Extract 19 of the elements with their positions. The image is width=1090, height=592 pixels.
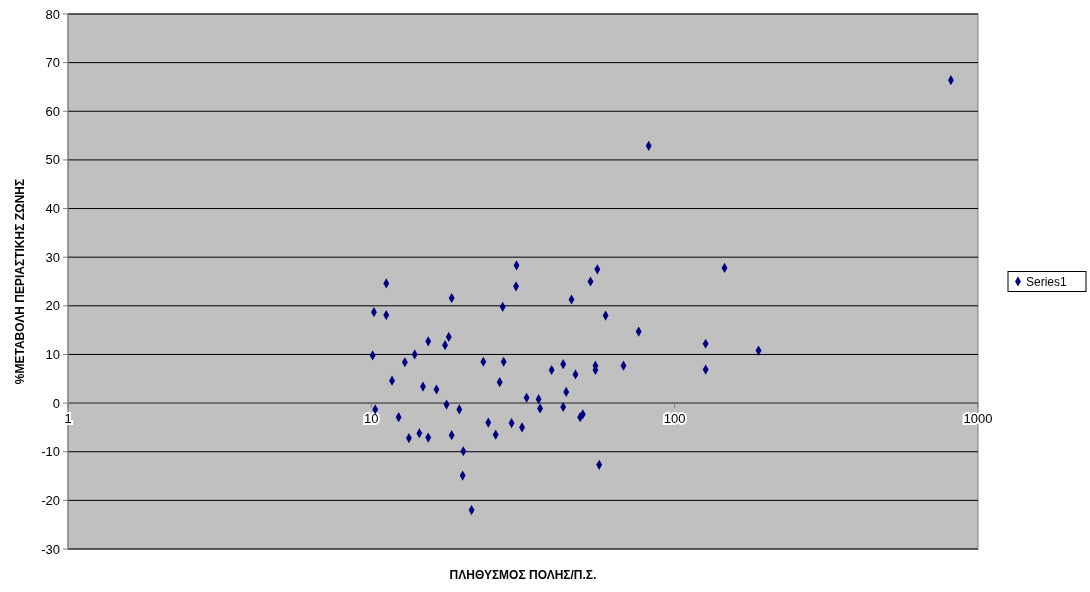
y-tick-label: -30 <box>41 541 60 557</box>
x-tick-label: 10 <box>364 411 379 427</box>
y-tick-label: 40 <box>45 201 60 217</box>
x-tick-label: 1000 <box>963 411 993 427</box>
legend-label: Series1 <box>1026 274 1068 289</box>
y-tick-label: 70 <box>45 55 60 71</box>
y-tick-label: 30 <box>45 249 60 265</box>
x-axis-title: ΠΛΗΘΥΣΜΟΣ ΠΟΛΗΣ/Π.Σ. <box>449 568 597 582</box>
y-tick-label: -20 <box>41 492 60 508</box>
y-tick-label: 0 <box>52 395 60 411</box>
y-tick-label: 10 <box>45 347 60 362</box>
x-tick-label: 1 <box>64 411 72 427</box>
y-tick-label: 80 <box>45 6 60 22</box>
y-tick-label: -10 <box>41 444 60 460</box>
y-tick-label: 20 <box>45 298 60 314</box>
y-tick-label: 60 <box>45 103 60 119</box>
y-tick-label: 50 <box>45 152 60 168</box>
y-axis-title: %ΜΕΤΑΒΟΛΗ ΠΕΡΙΑΣΤΙΚΗΣ ΖΩΝΗΣ <box>13 178 27 385</box>
x-tick-label: 100 <box>663 411 686 427</box>
